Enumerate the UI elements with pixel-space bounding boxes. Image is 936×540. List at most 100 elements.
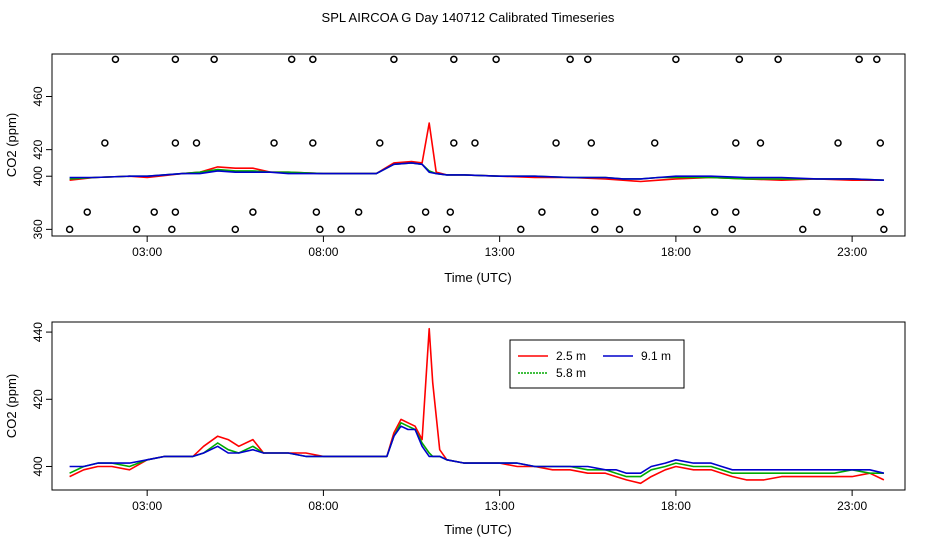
- calibration-point: [876, 208, 885, 216]
- top-panel-x-tick-label: 13:00: [485, 245, 515, 259]
- calibration-point: [111, 55, 120, 64]
- calibration-point: [171, 139, 180, 147]
- top-panel-y-tick-label: 420: [31, 139, 45, 159]
- calibration-point: [337, 225, 345, 234]
- top-panel-series-2-5m: [69, 122, 884, 183]
- top-panel-x-tick-label: 03:00: [132, 245, 162, 259]
- top-panel-frame: [51, 53, 906, 237]
- legend-label-2-5m: 2.5 m: [556, 349, 586, 363]
- calibration-point: [171, 208, 180, 216]
- calibration-point: [591, 208, 599, 216]
- calibration-point: [587, 139, 596, 147]
- calibration-point: [591, 225, 599, 234]
- calibration-point: [421, 208, 430, 216]
- calibration-point: [354, 208, 363, 216]
- top-panel-series: [69, 122, 884, 183]
- calibration-point: [450, 55, 458, 64]
- calibration-point: [407, 225, 416, 234]
- calibration-point: [693, 225, 701, 234]
- top-panel-x-tick-label: 18:00: [661, 245, 691, 259]
- bottom-panel-series-5-8m: [69, 421, 884, 478]
- top-panel-series-5-8m: [69, 162, 884, 181]
- legend-label-9-1m: 9.1 m: [641, 349, 671, 363]
- top-panel-y-tick-label: 360: [31, 219, 45, 239]
- calibration-point: [287, 55, 296, 64]
- calibration-point: [132, 225, 141, 234]
- top-panel-x-axis: 03:00 08:00 13:00 18:00 23:00: [132, 236, 867, 259]
- calibration-point: [446, 208, 455, 216]
- top-panel-calibration-plot: 03:00 08:00 13:00 18:00 23:00 360 400 420 460 T…: [4, 53, 906, 285]
- calibration-point: [538, 208, 546, 216]
- calibration-point: [65, 225, 74, 234]
- figure-title: SPL AIRCOA G Day 140712 Calibrated Times…: [322, 10, 615, 25]
- legend-label-5-8m: 5.8 m: [556, 366, 586, 380]
- calibration-point: [390, 55, 398, 64]
- top-panel-x-tick-label: 08:00: [308, 245, 338, 259]
- calibration-point: [309, 55, 317, 64]
- calibration-point: [735, 55, 744, 64]
- calibration-point: [376, 139, 384, 147]
- top-panel-y-tick-label: 400: [31, 166, 45, 186]
- top-panel-series-9-1m: [69, 162, 884, 181]
- calibration-point: [171, 55, 180, 64]
- top-panel-x-label: Time (UTC): [444, 270, 511, 285]
- bottom-panel-y-tick-label: 420: [31, 389, 45, 409]
- calibration-point: [672, 55, 680, 64]
- bottom-panel-series-2-5m: [69, 327, 885, 485]
- calibration-point: [168, 225, 176, 234]
- calibration-point: [101, 139, 109, 147]
- calibration-point: [732, 208, 740, 216]
- bottom-panel-x-tick-label: 03:00: [132, 499, 162, 513]
- calibration-point: [855, 55, 863, 64]
- bottom-panel-y-axis: 400 420 440: [31, 322, 52, 476]
- bottom-panel-y-tick-label: 400: [31, 456, 45, 476]
- calibration-point: [210, 55, 218, 64]
- calibration-point: [756, 139, 765, 147]
- calibration-point: [873, 55, 881, 64]
- legend: 2.5 m 9.1 m 5.8 m: [509, 339, 685, 389]
- calibration-point: [471, 139, 479, 147]
- top-panel-y-label: CO2 (ppm): [4, 113, 19, 177]
- bottom-panel-x-tick-label: 13:00: [485, 499, 515, 513]
- calibration-point: [517, 225, 525, 234]
- bottom-panel-x-axis: 03:00 08:00 13:00 18:00 23:00: [132, 490, 867, 513]
- calibration-point: [633, 208, 641, 216]
- bottom-panel-y-label: CO2 (ppm): [4, 374, 19, 438]
- calibration-point: [450, 139, 458, 147]
- calibration-point: [231, 225, 240, 234]
- calibration-point: [83, 208, 91, 216]
- calibration-point: [774, 55, 782, 64]
- top-panel-x-tick-label: 23:00: [837, 245, 867, 259]
- calibration-point: [316, 225, 324, 234]
- bottom-panel-series-9-1m: [69, 425, 885, 475]
- calibration-point: [876, 139, 885, 147]
- bottom-panel-x-tick-label: 23:00: [837, 499, 867, 513]
- top-panel-calibration-points: [65, 55, 888, 234]
- calibration-point: [728, 225, 737, 234]
- bottom-panel-x-tick-label: 18:00: [661, 499, 691, 513]
- calibration-point: [443, 225, 451, 234]
- calibration-point: [270, 139, 278, 147]
- bottom-panel-line-plot: 03:00 08:00 13:00 18:00 23:00 400 420 440 Time…: [4, 321, 906, 537]
- calibration-point: [249, 208, 257, 216]
- calibration-point: [880, 225, 888, 234]
- calibration-point: [799, 225, 807, 234]
- top-panel-y-tick-label: 460: [31, 86, 45, 106]
- calibration-point: [566, 55, 574, 64]
- bottom-panel-x-tick-label: 08:00: [308, 499, 338, 513]
- bottom-panel-y-tick-label: 440: [31, 322, 45, 342]
- calibration-point: [150, 208, 158, 216]
- bottom-panel-x-label: Time (UTC): [444, 522, 511, 537]
- calibration-point: [312, 208, 321, 216]
- calibration-point: [650, 139, 659, 147]
- calibration-point: [192, 139, 201, 147]
- calibration-point: [813, 208, 821, 216]
- bottom-panel-frame: [51, 321, 906, 491]
- calibration-point: [615, 225, 624, 234]
- calibration-point: [309, 139, 317, 147]
- calibration-point: [584, 55, 592, 64]
- calibration-point: [732, 139, 740, 147]
- top-panel-y-axis: 360 400 420 460: [31, 86, 52, 239]
- calibration-point: [710, 208, 719, 216]
